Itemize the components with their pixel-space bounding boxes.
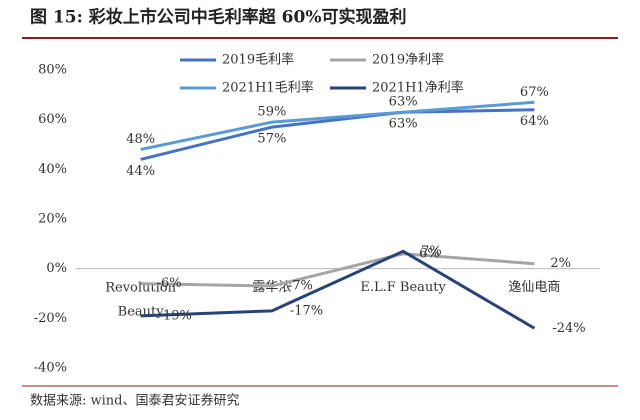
legend-label: 2019净利率: [372, 52, 444, 68]
legend-label: 2021H1毛利率: [222, 80, 314, 96]
x-tick-label: 逸仙电商: [508, 280, 560, 295]
data-label: 63%: [389, 117, 418, 132]
data-label: 2%: [550, 256, 571, 271]
y-tick-label: -20%: [34, 311, 67, 326]
series-line: [140, 252, 535, 288]
y-tick-label: 80%: [38, 63, 67, 78]
data-label: -17%: [290, 303, 323, 318]
legend-label: 2021H1净利率: [372, 80, 464, 96]
y-tick-label: 0%: [46, 261, 67, 276]
y-tick-label: 40%: [38, 162, 67, 177]
legend-label: 2019毛利率: [222, 52, 294, 68]
source-note: 数据来源: wind、国泰君安证券研究: [30, 393, 240, 409]
data-label: 59%: [257, 105, 286, 120]
data-label: -19%: [159, 308, 192, 323]
y-tick-label: 20%: [38, 212, 67, 227]
data-label: 63%: [389, 95, 418, 110]
series-line: [140, 249, 536, 330]
data-label: 48%: [126, 132, 155, 147]
chart-title: 图 15: 彩妆上市公司中毛利率超 60%可实现盈利: [30, 7, 407, 28]
series-line: [140, 108, 535, 161]
data-label: 57%: [257, 132, 286, 147]
data-label: 67%: [520, 85, 549, 100]
data-label: -24%: [552, 321, 585, 336]
data-label: 7%: [421, 244, 442, 259]
y-tick-label: 60%: [38, 112, 67, 127]
data-label: 44%: [126, 164, 155, 179]
data-label: -7%: [288, 279, 313, 294]
y-tick-label: -40%: [34, 361, 67, 376]
data-label: -6%: [157, 276, 182, 291]
data-label: 64%: [520, 114, 549, 129]
series-line: [140, 100, 535, 151]
x-tick-label: E.L.F Beauty: [360, 280, 446, 295]
data-label: 6%: [419, 246, 440, 261]
